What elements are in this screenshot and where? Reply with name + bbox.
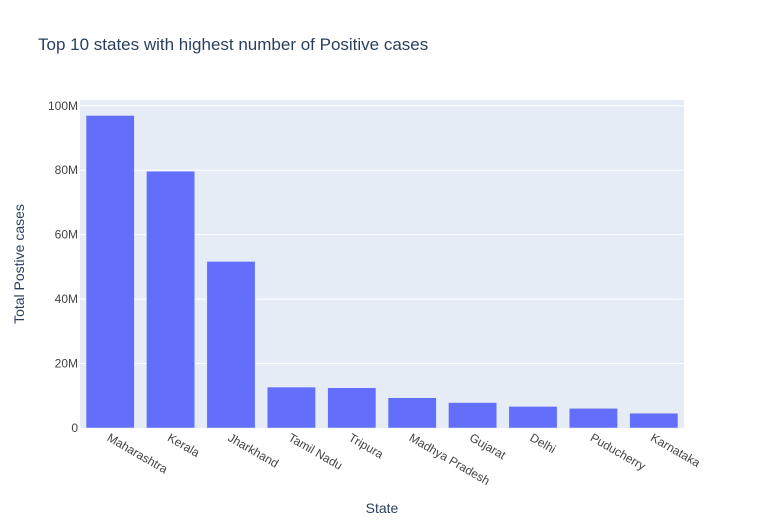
x-tick-label: Jharkhand <box>226 430 282 470</box>
bar <box>327 387 377 429</box>
bar <box>629 412 679 429</box>
x-tick-label: Delhi <box>528 430 559 456</box>
bar <box>266 386 316 429</box>
chart-title: Top 10 states with highest number of Pos… <box>38 35 428 54</box>
y-tick-label: 0 <box>71 421 78 435</box>
y-tick-label: 60M <box>55 228 78 242</box>
x-tick-label: Maharashtra <box>105 430 171 476</box>
y-tick-label: 80M <box>55 163 78 177</box>
bar <box>387 397 437 429</box>
bars <box>85 115 679 429</box>
x-tick-label: Tamil Nadu <box>286 430 345 472</box>
x-tick-label: Puducherry <box>588 430 648 473</box>
y-tick-labels: 0 20M 40M 60M 80M 100M <box>48 99 78 435</box>
bar <box>146 170 196 429</box>
x-tick-label: Kerala <box>165 430 202 460</box>
x-tick-label: Gujarat <box>467 430 509 462</box>
bar <box>206 261 256 429</box>
y-tick-label: 20M <box>55 357 78 371</box>
bar <box>508 406 558 429</box>
bar <box>568 408 618 429</box>
x-tick-label: Tripura <box>346 430 386 461</box>
y-axis-title: Total Postive cases <box>11 204 27 324</box>
y-tick-label: 40M <box>55 292 78 306</box>
x-axis-title: State <box>366 500 399 516</box>
x-tick-label: Karnataka <box>648 430 703 470</box>
bar <box>448 402 498 429</box>
bar <box>85 115 135 429</box>
y-tick-label: 100M <box>48 99 78 113</box>
